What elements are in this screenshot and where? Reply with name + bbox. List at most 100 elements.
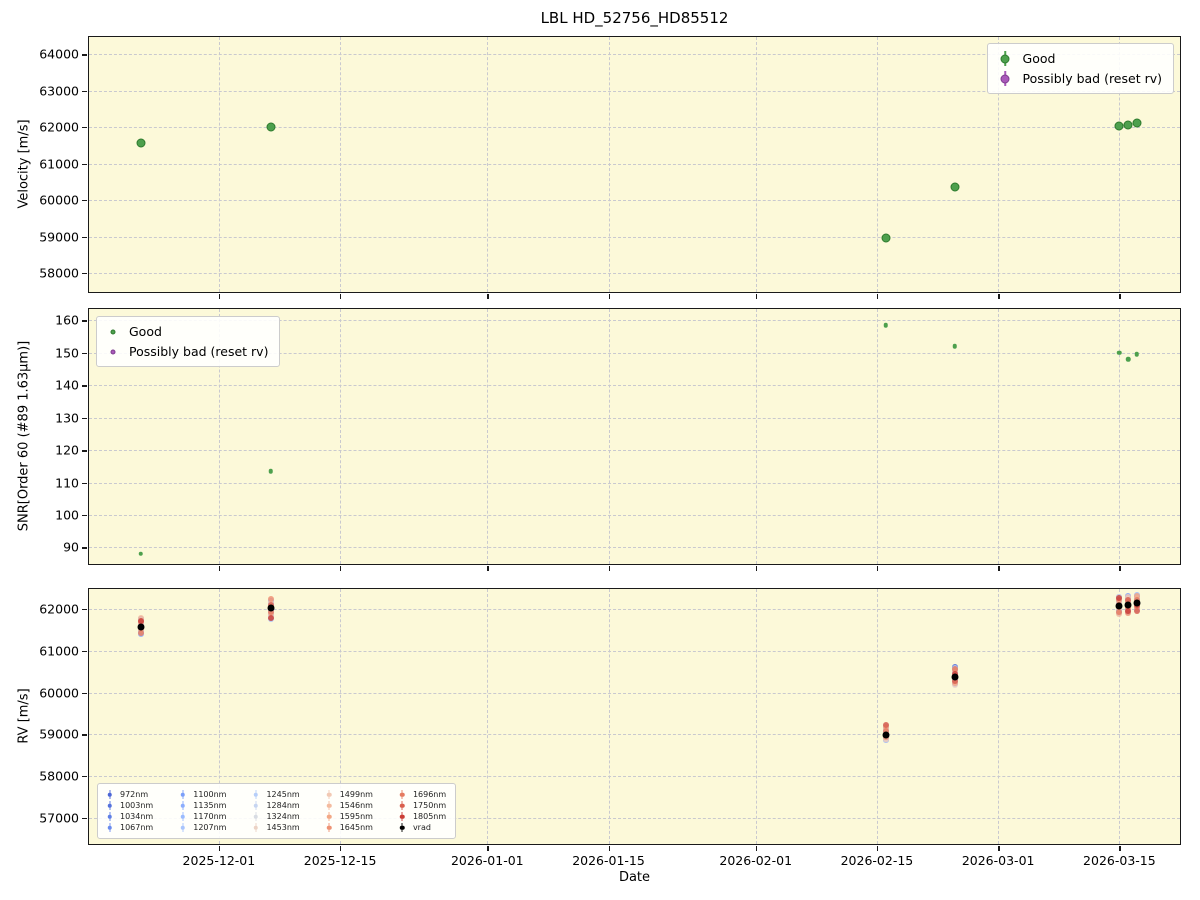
v-gridline: [1119, 309, 1121, 564]
wavelength-legend-label: 1696nm: [412, 790, 447, 799]
marker-dot: [107, 814, 112, 819]
x-tick-mark: [340, 294, 342, 299]
y-tick-label: 120: [55, 442, 79, 458]
bad-dot-marker-icon: [108, 347, 118, 357]
wavelength-legend-item: 1207nm: [180, 823, 226, 832]
wavelength-legend-label: 1324nm: [266, 812, 300, 821]
y-tick-label: 90: [63, 539, 79, 555]
y-tick-mark: [82, 385, 87, 387]
h-gridline: [89, 692, 1180, 694]
h-gridline: [89, 515, 1180, 516]
good-errorbar-marker-icon: [999, 51, 1012, 66]
wavelength-legend-item: 1003nm: [107, 801, 153, 810]
x-axis-label: Date: [618, 870, 651, 885]
y-tick-mark: [82, 236, 87, 238]
y-tick-label: 60000: [39, 192, 79, 208]
wavelength-legend-label: 1207nm: [193, 823, 227, 832]
x-tick-mark: [487, 294, 489, 299]
data-point-rv-wavelength: [1133, 608, 1140, 615]
marker-dot: [400, 792, 405, 797]
y-tick-mark: [82, 163, 87, 165]
wavelength-marker-icon: [253, 790, 259, 799]
data-point-rv-wavelength: [137, 630, 144, 637]
h-gridline: [89, 817, 1180, 819]
y-tick-label: 160: [55, 312, 79, 328]
y-tick-mark: [82, 200, 87, 202]
data-point-snr: [1117, 350, 1122, 356]
x-tick-mark: [340, 846, 342, 851]
wavelength-legend-label: 972nm: [120, 790, 149, 799]
x-tick-mark: [876, 566, 879, 571]
data-point-rv-wavelength: [1125, 596, 1132, 603]
y-tick-mark: [82, 127, 87, 129]
y-tick-mark: [82, 515, 87, 517]
legend-label-possibly-bad: Possibly bad (reset rv): [129, 344, 269, 359]
y-tick-mark: [82, 54, 87, 56]
y-tick-label: 62000: [39, 601, 79, 617]
marker-dot: [253, 803, 259, 808]
legend-label-good: Good: [129, 324, 162, 339]
wavelength-marker-icon: [400, 801, 405, 810]
v-gridline: [340, 589, 342, 844]
y-tick-mark: [82, 482, 87, 484]
data-point-snr: [268, 468, 274, 474]
v-gridline: [487, 309, 489, 564]
y-tick-mark: [82, 650, 87, 653]
legend-label-good: Good: [1022, 51, 1056, 66]
data-point-rv-vrad: [1124, 601, 1132, 609]
y-tick-label: 64000: [39, 46, 79, 62]
rv-panel: 972nm 1003nm 1034nm 1067nm 1100nm 1135nm 1170n…: [39, 588, 1181, 868]
v-gridline: [608, 589, 610, 844]
x-tick-mark: [1119, 294, 1121, 299]
x-tick-mark: [340, 566, 342, 571]
wavelength-legend-label: 1453nm: [266, 823, 300, 832]
marker-dot: [326, 792, 332, 797]
data-point-velocity: [950, 182, 960, 192]
wavelength-marker-icon: [326, 790, 332, 799]
x-tick-label: 2026-01-15: [572, 853, 645, 868]
marker-dot: [107, 803, 112, 808]
y-tick-label: 60000: [39, 685, 79, 700]
h-gridline: [89, 90, 1180, 92]
data-point-velocity: [266, 122, 276, 132]
marker-dot: [326, 814, 332, 819]
snr-legend: Good Possibly bad (reset rv): [96, 316, 281, 367]
x-tick-mark: [1119, 566, 1121, 571]
x-tick-label: 2026-02-01: [719, 853, 793, 868]
h-gridline: [89, 320, 1180, 322]
wavelength-marker-icon: [253, 801, 259, 810]
wavelength-legend-item: 1067nm: [107, 823, 153, 832]
legend-item-good: Good: [108, 324, 268, 339]
vrad-marker-icon: [400, 823, 405, 832]
wavelength-legend-label: 1135nm: [193, 801, 227, 810]
x-tick-mark: [998, 846, 1000, 851]
wavelength-legend-label: 1284nm: [266, 801, 300, 810]
wavelength-legend-item: 1645nm: [326, 823, 373, 832]
x-tick-mark: [755, 566, 758, 571]
data-point-snr: [1125, 357, 1131, 362]
y-tick-label: 57000: [39, 810, 79, 826]
marker-dot: [253, 792, 259, 797]
wavelength-marker-icon: [326, 812, 332, 821]
data-point-rv-wavelength: [951, 666, 958, 673]
wavelength-legend-item: 1696nm: [400, 790, 446, 799]
h-gridline: [89, 547, 1180, 549]
h-gridline: [89, 417, 1180, 419]
wavelength-marker-icon: [400, 790, 405, 799]
data-point-rv-wavelength: [137, 617, 144, 624]
wavelength-marker-icon: [400, 812, 405, 821]
wavelength-legend-item: 1100nm: [180, 790, 226, 799]
velocity-panel: Good Possibly bad (reset rv) 58000 59000 6…: [39, 36, 1181, 299]
h-gridline: [89, 352, 1180, 354]
wavelength-legend-label: 1003nm: [120, 801, 154, 810]
marker-dot: [253, 814, 259, 819]
marker-dot: [400, 825, 405, 830]
y-tick-mark: [82, 609, 87, 611]
marker-dot: [400, 803, 405, 808]
bad-errorbar-marker-icon: [999, 71, 1012, 86]
y-tick-label: 63000: [39, 83, 79, 99]
wavelength-legend-item: 1750nm: [400, 801, 446, 810]
wavelength-legend-item: 1245nm: [253, 790, 300, 799]
data-point-rv-wavelength: [267, 609, 274, 616]
good-dot-marker-icon: [108, 327, 118, 337]
